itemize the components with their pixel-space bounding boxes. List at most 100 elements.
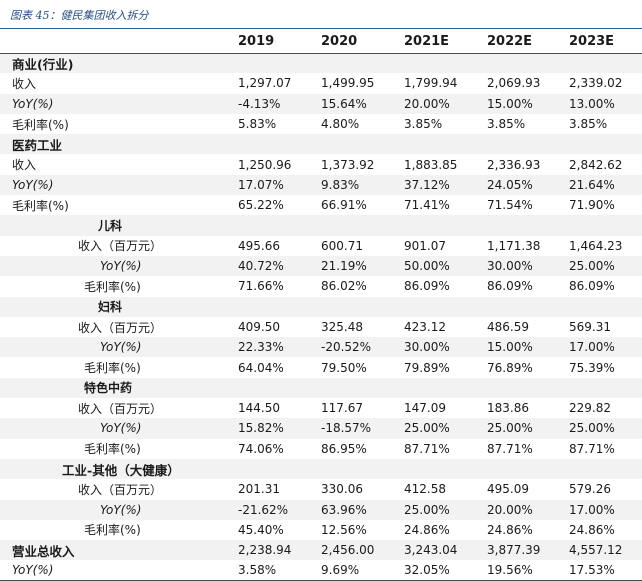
cell-2023e bbox=[569, 53, 642, 74]
cell-2021e bbox=[404, 53, 487, 74]
table-row: YoY(%) 40.72% 21.19% 50.00% 30.00% 25.00… bbox=[0, 255, 642, 277]
cell-2022e bbox=[487, 458, 569, 480]
header-cell-2019: 2019 bbox=[238, 31, 321, 54]
cell-2022e: 86.09% bbox=[487, 276, 569, 297]
cell-2019: 201.31 bbox=[238, 479, 321, 500]
cell-2020: -18.57% bbox=[321, 418, 404, 439]
row-label: YoY(%) bbox=[0, 499, 238, 520]
cell-2023e: 4,557.12 bbox=[569, 540, 642, 561]
table-row: 收入（百万元） 409.50 325.48 423.12 486.59 569.… bbox=[0, 316, 642, 338]
cell-2021e: 147.09 bbox=[404, 398, 487, 419]
header-row: 2019 2020 2021E 2022E 2023E bbox=[0, 31, 642, 54]
cell-2021e: 901.07 bbox=[404, 235, 487, 256]
cell-2020 bbox=[321, 377, 404, 399]
cell-2021e: 25.00% bbox=[404, 499, 487, 520]
table-row: YoY(%) 22.33% -20.52% 30.00% 15.00% 17.0… bbox=[0, 337, 642, 358]
cell-2023e: 86.09% bbox=[569, 276, 642, 297]
cell-2022e: 71.54% bbox=[487, 195, 569, 216]
row-label: 收入（百万元） bbox=[0, 235, 238, 256]
cell-2021e: 412.58 bbox=[404, 479, 487, 500]
cell-2023e: 17.00% bbox=[569, 337, 642, 358]
table-row: 毛利率(%) 64.04% 79.50% 79.89% 76.89% 75.39… bbox=[0, 357, 642, 378]
table-row: 收入 1,250.96 1,373.92 1,883.85 2,336.93 2… bbox=[0, 154, 642, 175]
cell-2021e: 24.86% bbox=[404, 519, 487, 541]
table-row: 毛利率(%) 65.22% 66.91% 71.41% 71.54% 71.90… bbox=[0, 195, 642, 216]
cell-2023e: 24.86% bbox=[569, 519, 642, 541]
table-row: 毛利率(%) 5.83% 4.80% 3.85% 3.85% 3.85% bbox=[0, 113, 642, 135]
cell-2021e bbox=[404, 134, 487, 155]
header-cell-2023e: 2023E bbox=[569, 31, 642, 54]
cell-2020 bbox=[321, 215, 404, 236]
row-label: 商业(行业) bbox=[0, 53, 238, 74]
cell-2020 bbox=[321, 53, 404, 74]
cell-2019: 3.58% bbox=[238, 560, 321, 581]
table-row: 儿科 bbox=[0, 215, 642, 236]
cell-2019: 64.04% bbox=[238, 357, 321, 378]
cell-2023e: 25.00% bbox=[569, 255, 642, 277]
cell-2022e bbox=[487, 134, 569, 155]
caption-rule bbox=[0, 28, 642, 29]
cell-2021e: 87.71% bbox=[404, 438, 487, 459]
table-row: 收入（百万元） 201.31 330.06 412.58 495.09 579.… bbox=[0, 479, 642, 500]
cell-2020: 86.02% bbox=[321, 276, 404, 297]
cell-2020 bbox=[321, 296, 404, 317]
cell-2021e: 86.09% bbox=[404, 276, 487, 297]
cell-2023e bbox=[569, 134, 642, 155]
cell-2023e: 579.26 bbox=[569, 479, 642, 500]
row-label: 妇科 bbox=[0, 296, 238, 317]
cell-2020: 79.50% bbox=[321, 357, 404, 378]
row-label: 营业总收入 bbox=[0, 540, 238, 561]
cell-2023e: 229.82 bbox=[569, 398, 642, 419]
cell-2021e: 30.00% bbox=[404, 337, 487, 358]
cell-2022e: 486.59 bbox=[487, 316, 569, 338]
table-row: YoY(%) 3.58% 9.69% 32.05% 19.56% 17.53% bbox=[0, 560, 642, 581]
cell-2019 bbox=[238, 134, 321, 155]
cell-2022e bbox=[487, 377, 569, 399]
cell-2020: 9.69% bbox=[321, 560, 404, 581]
cell-2023e: 569.31 bbox=[569, 316, 642, 338]
cell-2022e: 87.71% bbox=[487, 438, 569, 459]
row-label: YoY(%) bbox=[0, 174, 238, 196]
table-row: 毛利率(%) 71.66% 86.02% 86.09% 86.09% 86.09… bbox=[0, 276, 642, 297]
header-cell-2021e: 2021E bbox=[404, 31, 487, 54]
cell-2022e: 3,877.39 bbox=[487, 540, 569, 561]
row-label: YoY(%) bbox=[0, 337, 238, 358]
cell-2021e bbox=[404, 296, 487, 317]
cell-2020: 600.71 bbox=[321, 235, 404, 256]
row-label: 收入（百万元） bbox=[0, 398, 238, 419]
cell-2020: 330.06 bbox=[321, 479, 404, 500]
row-label: 收入（百万元） bbox=[0, 316, 238, 338]
cell-2022e bbox=[487, 53, 569, 74]
cell-2020: 66.91% bbox=[321, 195, 404, 216]
cell-2023e: 21.64% bbox=[569, 174, 642, 196]
cell-2022e: 76.89% bbox=[487, 357, 569, 378]
cell-2023e: 3.85% bbox=[569, 113, 642, 135]
cell-2021e: 71.41% bbox=[404, 195, 487, 216]
cell-2022e: 3.85% bbox=[487, 113, 569, 135]
table-row: YoY(%) 17.07% 9.83% 37.12% 24.05% 21.64% bbox=[0, 174, 642, 196]
cell-2023e: 1,464.23 bbox=[569, 235, 642, 256]
cell-2022e bbox=[487, 296, 569, 317]
cell-2020: 4.80% bbox=[321, 113, 404, 135]
cell-2021e bbox=[404, 377, 487, 399]
table-row: YoY(%) 15.82% -18.57% 25.00% 25.00% 25.0… bbox=[0, 418, 642, 439]
cell-2020: 63.96% bbox=[321, 499, 404, 520]
cell-2023e: 87.71% bbox=[569, 438, 642, 459]
row-label: 工业-其他（大健康） bbox=[0, 458, 238, 480]
cell-2022e bbox=[487, 215, 569, 236]
row-label: 毛利率(%) bbox=[0, 438, 238, 459]
cell-2019 bbox=[238, 458, 321, 480]
cell-2023e: 2,842.62 bbox=[569, 154, 642, 175]
table-row: 营业总收入 2,238.94 2,456.00 3,243.04 3,877.3… bbox=[0, 540, 642, 561]
cell-2022e: 1,171.38 bbox=[487, 235, 569, 256]
row-label: 收入 bbox=[0, 154, 238, 175]
cell-2023e: 25.00% bbox=[569, 418, 642, 439]
cell-2019 bbox=[238, 377, 321, 399]
cell-2023e bbox=[569, 296, 642, 317]
cell-2021e bbox=[404, 458, 487, 480]
cell-2021e: 423.12 bbox=[404, 316, 487, 338]
cell-2020: 12.56% bbox=[321, 519, 404, 541]
cell-2020: 86.95% bbox=[321, 438, 404, 459]
cell-2021e: 25.00% bbox=[404, 418, 487, 439]
cell-2023e: 71.90% bbox=[569, 195, 642, 216]
